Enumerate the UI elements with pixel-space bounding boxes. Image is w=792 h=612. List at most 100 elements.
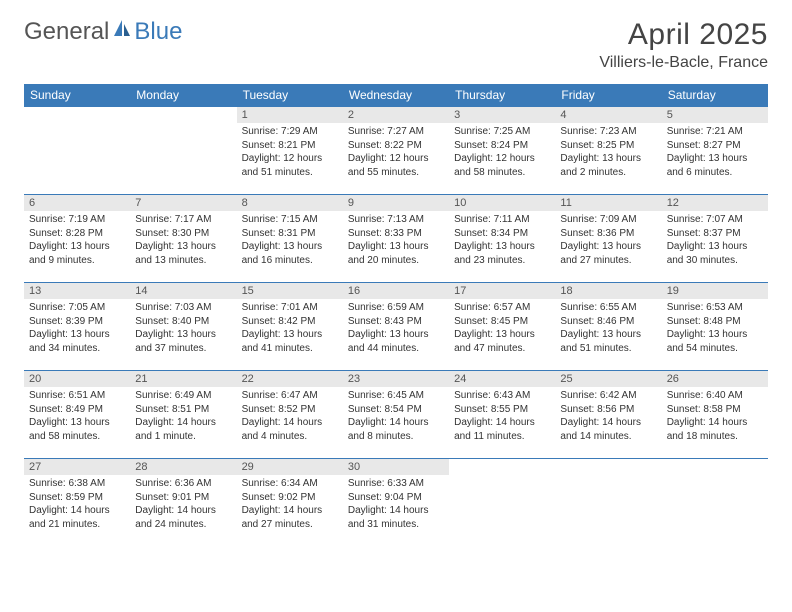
sunset-text: Sunset: 8:42 PM <box>242 315 338 329</box>
sun-info: Sunrise: 7:27 AMSunset: 8:22 PMDaylight:… <box>343 123 449 183</box>
sun-info: Sunrise: 6:55 AMSunset: 8:46 PMDaylight:… <box>555 299 661 359</box>
daylight-text: Daylight: 13 hours and 6 minutes. <box>667 152 763 179</box>
daylight-text: Daylight: 13 hours and 16 minutes. <box>242 240 338 267</box>
sunrise-text: Sunrise: 6:51 AM <box>29 389 125 403</box>
sun-info: Sunrise: 6:57 AMSunset: 8:45 PMDaylight:… <box>449 299 555 359</box>
sunrise-text: Sunrise: 7:23 AM <box>560 125 656 139</box>
sun-info: Sunrise: 7:23 AMSunset: 8:25 PMDaylight:… <box>555 123 661 183</box>
calendar-cell: 13Sunrise: 7:05 AMSunset: 8:39 PMDayligh… <box>24 283 130 371</box>
sunset-text: Sunset: 8:56 PM <box>560 403 656 417</box>
sunset-text: Sunset: 8:46 PM <box>560 315 656 329</box>
day-number: 18 <box>555 283 661 299</box>
sunrise-text: Sunrise: 6:47 AM <box>242 389 338 403</box>
sunrise-text: Sunrise: 7:17 AM <box>135 213 231 227</box>
sunset-text: Sunset: 8:34 PM <box>454 227 550 241</box>
sunset-text: Sunset: 8:52 PM <box>242 403 338 417</box>
daylight-text: Daylight: 13 hours and 47 minutes. <box>454 328 550 355</box>
sunrise-text: Sunrise: 7:27 AM <box>348 125 444 139</box>
sun-info: Sunrise: 7:07 AMSunset: 8:37 PMDaylight:… <box>662 211 768 271</box>
sunrise-text: Sunrise: 7:19 AM <box>29 213 125 227</box>
sunrise-text: Sunrise: 6:57 AM <box>454 301 550 315</box>
sunrise-text: Sunrise: 6:40 AM <box>667 389 763 403</box>
day-number: 8 <box>237 195 343 211</box>
calendar-cell: 15 Sunrise: 7:01 AMSunset: 8:42 PMDayligh… <box>237 283 343 371</box>
sunset-text: Sunset: 8:28 PM <box>29 227 125 241</box>
sunrise-text: Sunrise: 7:11 AM <box>454 213 550 227</box>
day-number: 30 <box>343 459 449 475</box>
calendar-cell <box>130 107 236 195</box>
day-number: 4 <box>555 107 661 123</box>
daylight-text: Daylight: 14 hours and 27 minutes. <box>242 504 338 531</box>
day-number: 28 <box>130 459 236 475</box>
sunrise-text: Sunrise: 6:43 AM <box>454 389 550 403</box>
location: Villiers-le-Bacle, France <box>599 54 768 72</box>
calendar-cell <box>555 459 661 547</box>
sunset-text: Sunset: 8:48 PM <box>667 315 763 329</box>
calendar-cell: 23Sunrise: 6:45 AMSunset: 8:54 PMDayligh… <box>343 371 449 459</box>
daylight-text: Daylight: 13 hours and 13 minutes. <box>135 240 231 267</box>
sunset-text: Sunset: 8:36 PM <box>560 227 656 241</box>
sunset-text: Sunset: 8:54 PM <box>348 403 444 417</box>
daylight-text: Daylight: 13 hours and 41 minutes. <box>242 328 338 355</box>
calendar-cell <box>662 459 768 547</box>
calendar-week-row: 6Sunrise: 7:19 AMSunset: 8:28 PMDaylight… <box>24 195 768 283</box>
daylight-text: Daylight: 14 hours and 8 minutes. <box>348 416 444 443</box>
day-number: 10 <box>449 195 555 211</box>
daylight-text: Daylight: 12 hours and 58 minutes. <box>454 152 550 179</box>
calendar-cell: 18Sunrise: 6:55 AMSunset: 8:46 PMDayligh… <box>555 283 661 371</box>
day-header: Wednesday <box>343 84 449 107</box>
sun-info: Sunrise: 7:21 AMSunset: 8:27 PMDaylight:… <box>662 123 768 183</box>
daylight-text: Daylight: 14 hours and 18 minutes. <box>667 416 763 443</box>
sun-info: Sunrise: 6:47 AMSunset: 8:52 PMDaylight:… <box>237 387 343 447</box>
sunrise-text: Sunrise: 6:55 AM <box>560 301 656 315</box>
sunset-text: Sunset: 8:58 PM <box>667 403 763 417</box>
sun-info: Sunrise: 6:34 AMSunset: 9:02 PMDaylight:… <box>237 475 343 535</box>
calendar-cell: 2Sunrise: 7:27 AMSunset: 8:22 PMDaylight… <box>343 107 449 195</box>
calendar-cell: 19Sunrise: 6:53 AMSunset: 8:48 PMDayligh… <box>662 283 768 371</box>
sun-info: Sunrise: 6:43 AMSunset: 8:55 PMDaylight:… <box>449 387 555 447</box>
daylight-text: Daylight: 13 hours and 9 minutes. <box>29 240 125 267</box>
daylight-text: Daylight: 13 hours and 58 minutes. <box>29 416 125 443</box>
daylight-text: Daylight: 13 hours and 27 minutes. <box>560 240 656 267</box>
sunrise-text: Sunrise: 6:38 AM <box>29 477 125 491</box>
day-header: Friday <box>555 84 661 107</box>
daylight-text: Daylight: 14 hours and 11 minutes. <box>454 416 550 443</box>
sunset-text: Sunset: 9:01 PM <box>135 491 231 505</box>
day-number: 27 <box>24 459 130 475</box>
sunrise-text: Sunrise: 7:15 AM <box>242 213 338 227</box>
calendar-cell <box>24 107 130 195</box>
sunrise-text: Sunrise: 6:45 AM <box>348 389 444 403</box>
sun-info: Sunrise: 6:40 AMSunset: 8:58 PMDaylight:… <box>662 387 768 447</box>
calendar-cell: 7Sunrise: 7:17 AMSunset: 8:30 PMDaylight… <box>130 195 236 283</box>
calendar-cell: 26Sunrise: 6:40 AMSunset: 8:58 PMDayligh… <box>662 371 768 459</box>
day-number: 22 <box>237 371 343 387</box>
day-header: Thursday <box>449 84 555 107</box>
day-header: Sunday <box>24 84 130 107</box>
sun-info: Sunrise: 7:29 AMSunset: 8:21 PMDaylight:… <box>237 123 343 183</box>
sunset-text: Sunset: 8:27 PM <box>667 139 763 153</box>
title-block: April 2025 Villiers-le-Bacle, France <box>599 18 768 72</box>
sun-info: Sunrise: 6:51 AMSunset: 8:49 PMDaylight:… <box>24 387 130 447</box>
daylight-text: Daylight: 13 hours and 51 minutes. <box>560 328 656 355</box>
day-number: 11 <box>555 195 661 211</box>
day-number: 12 <box>662 195 768 211</box>
sunset-text: Sunset: 8:43 PM <box>348 315 444 329</box>
day-number: 15 <box>237 283 343 299</box>
calendar-cell: 30Sunrise: 6:33 AMSunset: 9:04 PMDayligh… <box>343 459 449 547</box>
daylight-text: Daylight: 14 hours and 14 minutes. <box>560 416 656 443</box>
sunrise-text: Sunrise: 7:01 AM <box>242 301 338 315</box>
day-number: 9 <box>343 195 449 211</box>
sun-info: Sunrise: 7:15 AMSunset: 8:31 PMDaylight:… <box>237 211 343 271</box>
sunrise-text: Sunrise: 6:36 AM <box>135 477 231 491</box>
sunset-text: Sunset: 8:25 PM <box>560 139 656 153</box>
sun-info: Sunrise: 7:05 AMSunset: 8:39 PMDaylight:… <box>24 299 130 359</box>
daylight-text: Daylight: 12 hours and 51 minutes. <box>242 152 338 179</box>
calendar-cell: 12Sunrise: 7:07 AMSunset: 8:37 PMDayligh… <box>662 195 768 283</box>
day-number: 13 <box>24 283 130 299</box>
sun-info: Sunrise: 6:38 AMSunset: 8:59 PMDaylight:… <box>24 475 130 535</box>
sunset-text: Sunset: 8:24 PM <box>454 139 550 153</box>
calendar-cell: 28Sunrise: 6:36 AMSunset: 9:01 PMDayligh… <box>130 459 236 547</box>
sunset-text: Sunset: 8:30 PM <box>135 227 231 241</box>
calendar-cell: 24Sunrise: 6:43 AMSunset: 8:55 PMDayligh… <box>449 371 555 459</box>
daylight-text: Daylight: 14 hours and 1 minute. <box>135 416 231 443</box>
